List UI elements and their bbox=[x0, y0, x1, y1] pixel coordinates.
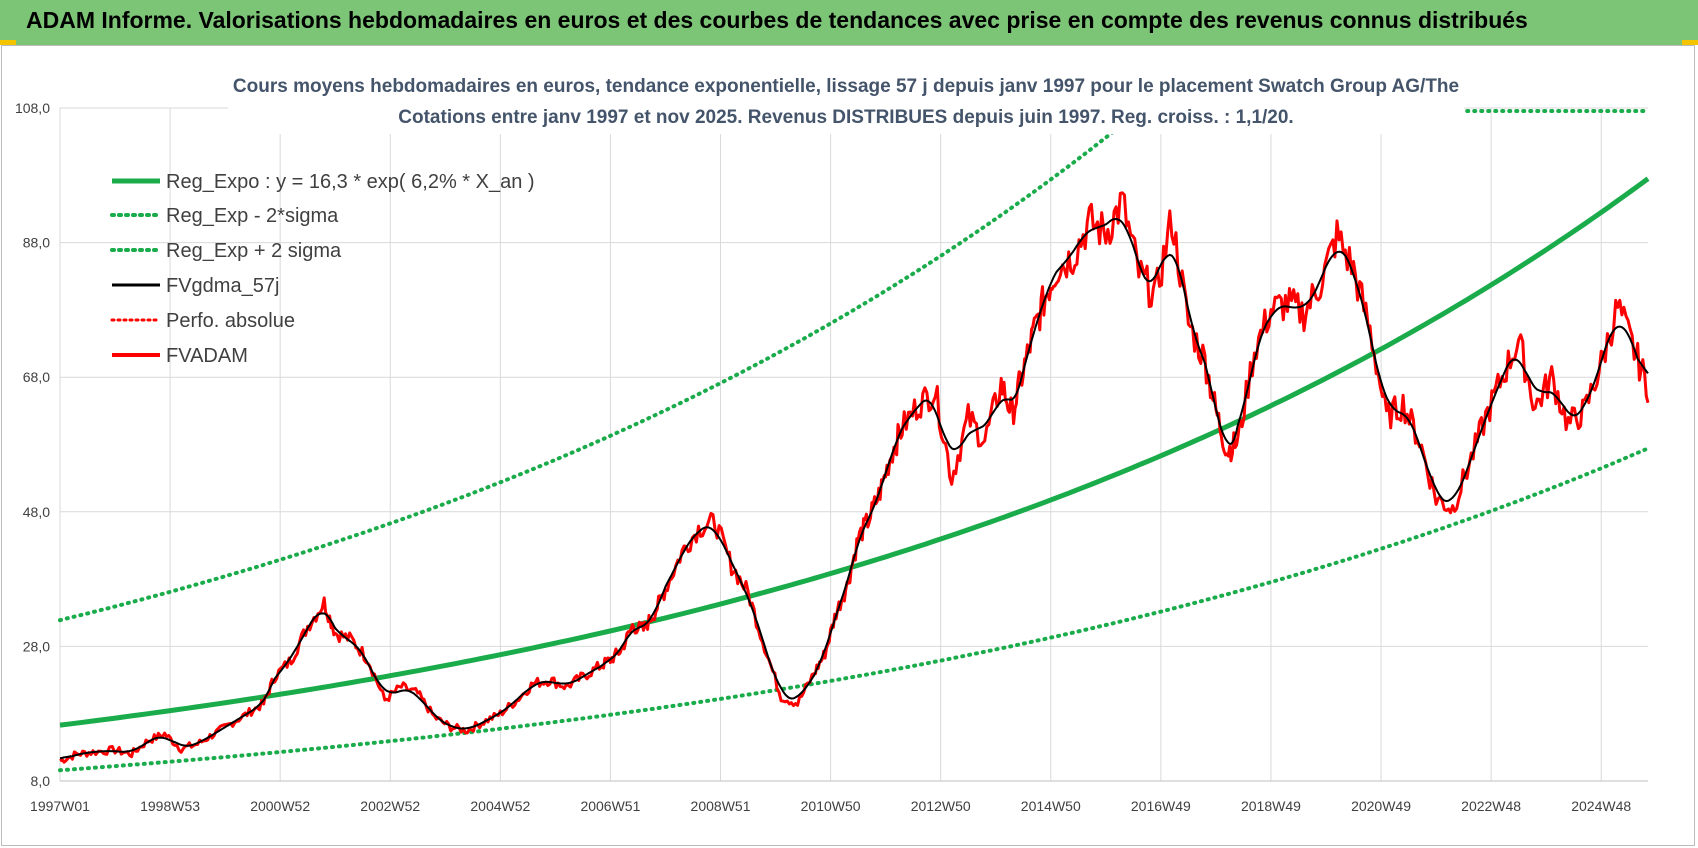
grid-lines bbox=[59, 107, 1648, 782]
y-tick-label: 68,0 bbox=[23, 369, 50, 385]
series-reg-exp-minus-2sigma bbox=[58, 446, 1650, 773]
chart-title-line-2: Cotations entre janv 1997 et nov 2025. R… bbox=[398, 107, 1293, 128]
legend: Reg_Expo : y = 16,3 * exp( 6,2% * X_an )… bbox=[110, 171, 535, 367]
chart-series bbox=[58, 104, 1650, 773]
series-fvgdma-57j bbox=[59, 218, 1649, 760]
chart-title-line-1: Cours moyens hebdomadaires en euros, ten… bbox=[233, 76, 1459, 97]
x-tick-label: 2024W48 bbox=[1571, 798, 1631, 814]
y-tick-label: 88,0 bbox=[23, 235, 50, 251]
x-tick-label: 2010W50 bbox=[801, 798, 861, 814]
chart-frame bbox=[1, 45, 1695, 846]
y-tick-label: 48,0 bbox=[23, 504, 50, 520]
x-tick-label: 2002W52 bbox=[360, 798, 420, 814]
y-tick-label: 28,0 bbox=[23, 638, 50, 654]
y-tick-label: 108,0 bbox=[15, 100, 50, 116]
x-tick-label: 2022W48 bbox=[1461, 798, 1521, 814]
corner-marker-right bbox=[1682, 40, 1698, 45]
legend-label-reg-expo: Reg_Expo : y = 16,3 * exp( 6,2% * X_an ) bbox=[166, 171, 535, 193]
x-tick-label: 2000W52 bbox=[250, 798, 310, 814]
x-tick-label: 2012W50 bbox=[911, 798, 971, 814]
x-tick-label: 2004W52 bbox=[470, 798, 530, 814]
x-tick-label: 2006W51 bbox=[580, 798, 640, 814]
series-reg-expo bbox=[59, 176, 1650, 728]
x-tick-label: 1997W01 bbox=[30, 798, 90, 814]
y-axis-ticks: 8,0 28,0 48,0 68,0 88,0 108,0 bbox=[15, 100, 50, 789]
legend-label-fvgdma: FVgdma_57j bbox=[166, 275, 279, 297]
x-tick-label: 1998W53 bbox=[140, 798, 200, 814]
subtitle-background bbox=[228, 68, 1464, 134]
page-title: ADAM Informe. Valorisations hebdomadaire… bbox=[26, 7, 1528, 33]
x-tick-label: 2016W49 bbox=[1131, 798, 1191, 814]
x-tick-label: 2014W50 bbox=[1021, 798, 1081, 814]
legend-label-fvadam: FVADAM bbox=[166, 345, 248, 367]
x-tick-label: 2018W49 bbox=[1241, 798, 1301, 814]
legend-label-perfo: Perfo. absolue bbox=[166, 310, 295, 332]
legend-label-reg-plus: Reg_Exp + 2 sigma bbox=[166, 240, 342, 262]
y-tick-label: 8,0 bbox=[31, 773, 51, 789]
series-reg-exp-plus-2sigma bbox=[58, 104, 1148, 623]
legend-label-reg-minus: Reg_Exp - 2*sigma bbox=[166, 205, 339, 227]
corner-marker-left bbox=[0, 40, 16, 45]
x-tick-label: 2008W51 bbox=[691, 798, 751, 814]
x-axis-ticks: 1997W01 1998W53 2000W52 2002W52 2004W52 2006W… bbox=[30, 798, 1631, 814]
header-banner: ADAM Informe. Valorisations hebdomadaire… bbox=[0, 0, 1698, 45]
x-tick-label: 2020W49 bbox=[1351, 798, 1411, 814]
